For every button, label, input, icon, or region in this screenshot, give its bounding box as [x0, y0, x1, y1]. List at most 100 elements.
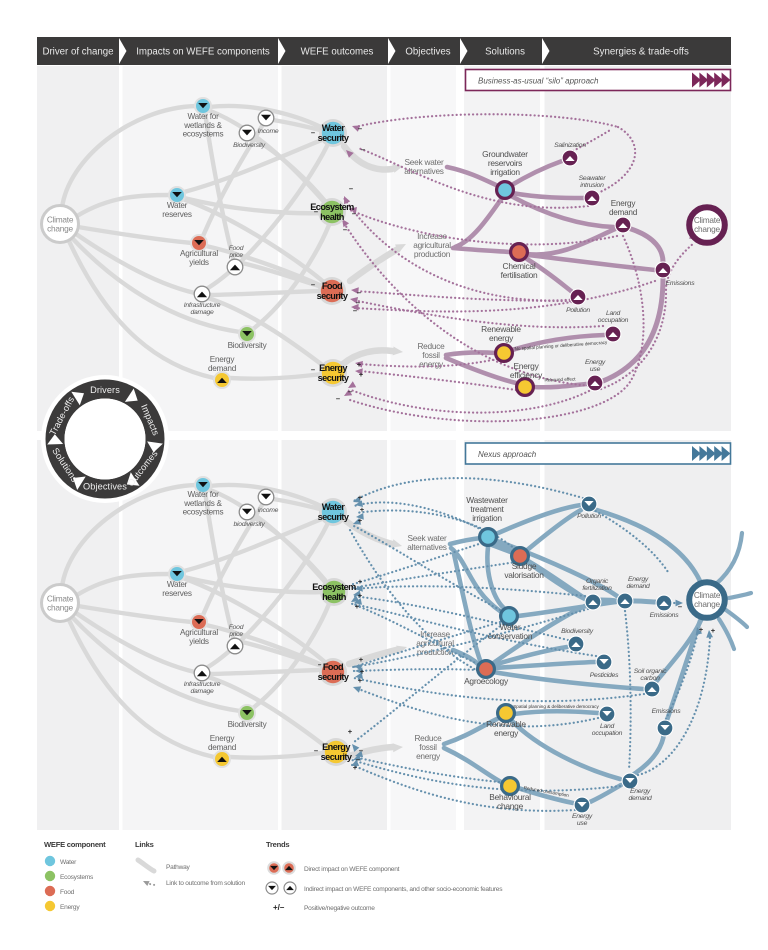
- svg-text:Seawater: Seawater: [579, 175, 607, 182]
- svg-text:+: +: [353, 763, 358, 772]
- svg-text:demand: demand: [208, 364, 237, 373]
- svg-text:alternatives: alternatives: [407, 542, 447, 552]
- svg-text:Direct impact on WEFE componen: Direct impact on WEFE component: [304, 866, 400, 873]
- svg-text:health: health: [322, 592, 347, 602]
- svg-text:ecosystems: ecosystems: [183, 130, 224, 139]
- svg-text:Links: Links: [135, 840, 154, 849]
- svg-text:wetlands &: wetlands &: [183, 499, 222, 508]
- svg-text:Increase: Increase: [417, 231, 447, 241]
- svg-text:Positive/negative outcome: Positive/negative outcome: [304, 905, 375, 912]
- svg-text:biodiversity: biodiversity: [234, 521, 266, 528]
- svg-text:valorisation: valorisation: [504, 570, 544, 580]
- svg-text:–: –: [348, 387, 352, 396]
- svg-text:Objectives: Objectives: [405, 47, 450, 58]
- svg-text:Link to outcome from solution: Link to outcome from solution: [166, 880, 245, 887]
- svg-text:damage: damage: [190, 309, 214, 316]
- svg-text:yields: yields: [189, 637, 209, 646]
- svg-text:Sludge: Sludge: [512, 561, 537, 571]
- svg-text:Drivers: Drivers: [90, 385, 120, 395]
- svg-text:–: –: [311, 365, 315, 374]
- svg-text:fossil: fossil: [422, 350, 440, 360]
- svg-text:Driver of change: Driver of change: [42, 47, 113, 58]
- svg-text:Emissions: Emissions: [650, 612, 680, 619]
- svg-text:fertilisation: fertilisation: [501, 270, 538, 280]
- svg-text:price: price: [228, 631, 243, 638]
- svg-text:Biodiversity: Biodiversity: [233, 142, 266, 149]
- svg-text:irrigation: irrigation: [490, 167, 520, 177]
- svg-text:Land: Land: [606, 310, 621, 317]
- svg-text:security: security: [318, 373, 350, 383]
- svg-text:treatment: treatment: [470, 504, 504, 514]
- svg-text:Energy: Energy: [630, 788, 651, 795]
- svg-text:Emissions: Emissions: [652, 708, 682, 715]
- svg-text:energy: energy: [419, 359, 444, 369]
- svg-text:Behavioural: Behavioural: [489, 792, 531, 802]
- svg-text:production: production: [414, 249, 451, 259]
- svg-text:Soil organic: Soil organic: [634, 668, 667, 675]
- svg-text:Business-as-usual “silo” appro: Business-as-usual “silo” approach: [478, 77, 599, 86]
- svg-text:change: change: [47, 223, 73, 233]
- svg-text:Emissions: Emissions: [666, 280, 696, 287]
- svg-text:conservation: conservation: [488, 631, 533, 641]
- svg-text:Food: Food: [60, 889, 75, 896]
- svg-text:Energy: Energy: [513, 361, 539, 371]
- svg-text:Agricultural: Agricultural: [180, 628, 218, 637]
- svg-text:–: –: [678, 602, 682, 611]
- svg-text:Solutions: Solutions: [485, 47, 525, 58]
- svg-text:Spatial planning & deliberativ: Spatial planning & deliberative democrac…: [513, 704, 599, 709]
- svg-text:Water for: Water for: [187, 112, 219, 121]
- svg-text:+/–: +/–: [273, 903, 285, 912]
- svg-text:Pollution: Pollution: [577, 513, 601, 520]
- svg-text:change: change: [497, 801, 524, 811]
- svg-text:Energy: Energy: [60, 904, 80, 911]
- svg-text:Increase: Increase: [420, 629, 450, 639]
- svg-text:Energy: Energy: [210, 355, 236, 364]
- svg-text:change: change: [694, 599, 720, 609]
- svg-text:Chemical: Chemical: [503, 261, 536, 271]
- svg-text:Food: Food: [322, 281, 342, 291]
- svg-text:Land: Land: [600, 723, 615, 730]
- svg-text:energy: energy: [416, 751, 441, 761]
- svg-text:Reduce: Reduce: [417, 341, 445, 351]
- svg-text:–: –: [314, 207, 318, 216]
- svg-text:Water: Water: [500, 622, 521, 632]
- svg-text:–: –: [359, 746, 363, 755]
- svg-text:WEFE component: WEFE component: [44, 840, 106, 849]
- svg-text:–: –: [352, 209, 356, 218]
- svg-text:–: –: [361, 145, 365, 154]
- svg-text:security: security: [318, 512, 350, 522]
- svg-text:Objectives: Objectives: [83, 482, 127, 492]
- svg-text:WEFE outcomes: WEFE outcomes: [301, 47, 374, 58]
- svg-text:occupation: occupation: [592, 730, 623, 737]
- svg-text:Water: Water: [167, 201, 188, 210]
- svg-text:Rebound effect: Rebound effect: [544, 376, 576, 382]
- svg-text:+: +: [358, 591, 363, 600]
- svg-text:Pollution: Pollution: [566, 307, 590, 314]
- svg-text:demand: demand: [628, 795, 652, 802]
- svg-text:change: change: [47, 602, 73, 612]
- svg-text:Reduce: Reduce: [414, 733, 442, 743]
- svg-text:occupation: occupation: [598, 317, 629, 324]
- svg-text:alternatives: alternatives: [404, 166, 444, 176]
- svg-text:health: health: [320, 212, 345, 222]
- svg-text:Food: Food: [323, 662, 343, 672]
- svg-text:Infrastructure: Infrastructure: [184, 681, 221, 688]
- svg-text:–: –: [349, 184, 353, 193]
- svg-text:+: +: [357, 360, 362, 369]
- svg-text:Food: Food: [229, 624, 244, 631]
- svg-text:reserves: reserves: [162, 210, 192, 219]
- svg-text:Energy: Energy: [319, 363, 348, 373]
- svg-text:–: –: [343, 225, 347, 234]
- svg-text:Water: Water: [60, 859, 77, 866]
- svg-text:+: +: [358, 516, 363, 525]
- svg-text:+: +: [360, 667, 365, 676]
- svg-text:Energy: Energy: [322, 742, 351, 752]
- svg-text:agricultural: agricultural: [416, 638, 454, 648]
- svg-text:Water: Water: [322, 502, 345, 512]
- svg-text:Infrastructure: Infrastructure: [184, 302, 221, 309]
- svg-text:efficiency: efficiency: [510, 370, 543, 380]
- svg-text:+: +: [358, 676, 363, 685]
- svg-text:Biodiversity: Biodiversity: [228, 341, 268, 350]
- svg-text:agricultural: agricultural: [413, 240, 451, 250]
- svg-text:+: +: [359, 655, 364, 664]
